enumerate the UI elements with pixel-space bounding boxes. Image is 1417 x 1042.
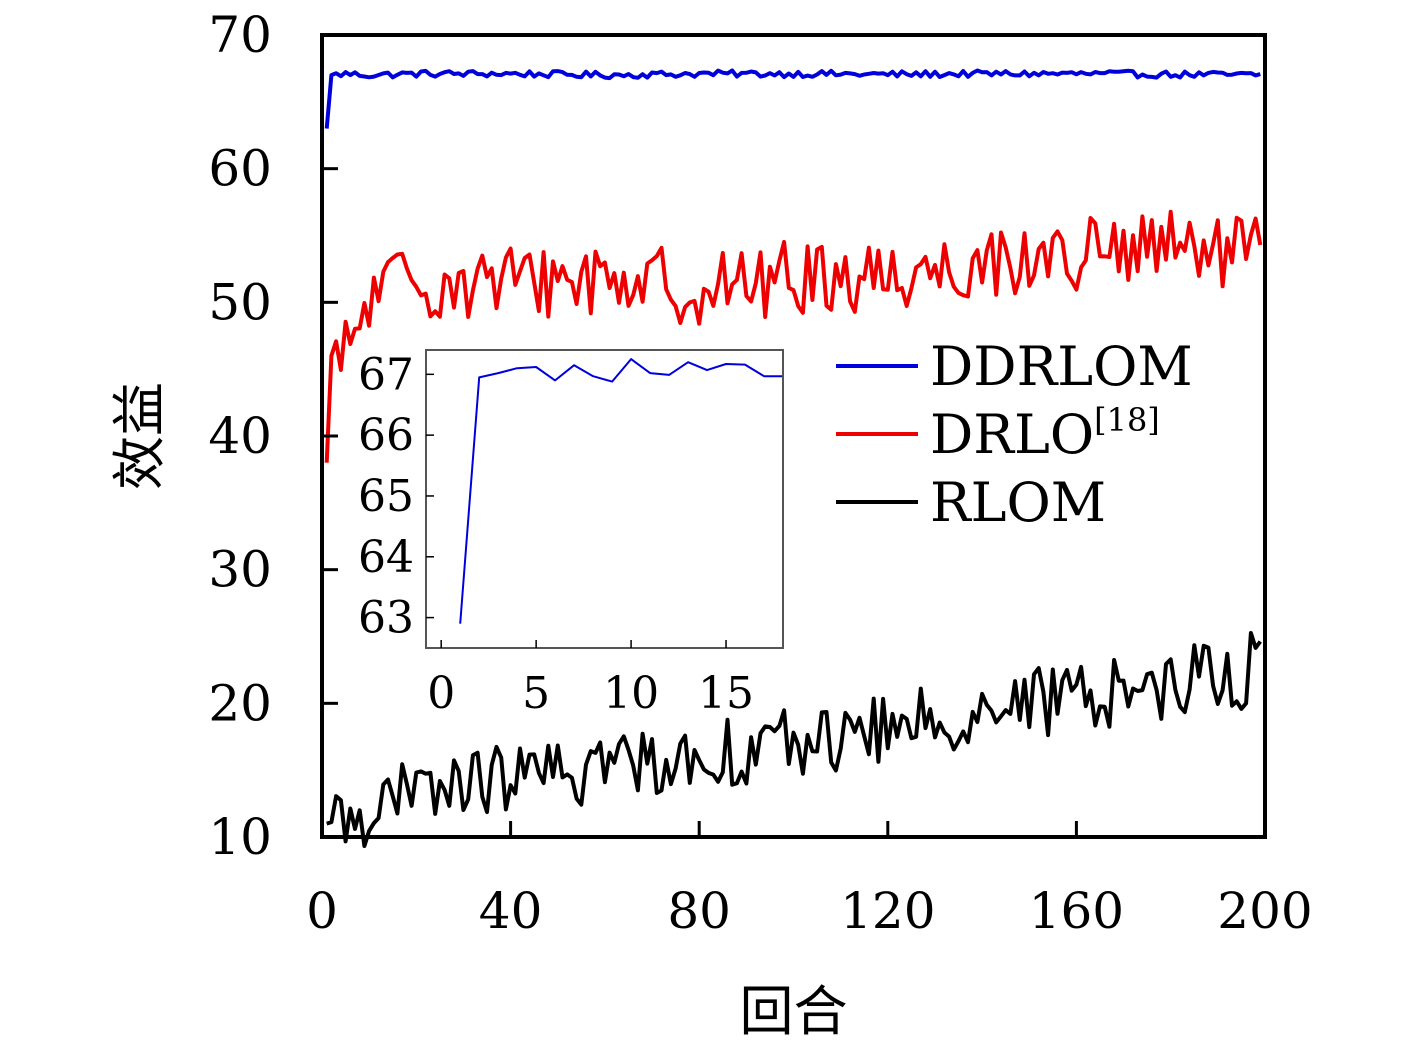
y-tick-label: 40 — [208, 407, 272, 465]
y-tick-label: 10 — [208, 808, 272, 866]
x-tick-label: 120 — [840, 882, 935, 940]
legend-label-drlo: DRLO[18] — [930, 401, 1160, 466]
legend-label-ddrlom: DDRLOM — [930, 335, 1193, 398]
inset-x-tick-label: 10 — [603, 668, 659, 719]
y-tick-label: 20 — [208, 674, 272, 732]
inset-x-tick-label: 0 — [427, 668, 455, 719]
y-axis-title: 效益 — [108, 382, 171, 490]
inset-x-tick-label: 5 — [522, 668, 550, 719]
inset-y-tick-label: 63 — [358, 593, 414, 644]
x-tick-label: 40 — [479, 882, 543, 940]
legend-superscript: [18] — [1094, 401, 1160, 439]
inset-frame — [425, 349, 784, 649]
x-axis-title: 回合 — [740, 980, 848, 1042]
inset-plot: 0 5 10 15 63 64 65 66 67 — [358, 349, 784, 719]
inset-series-line — [459, 358, 783, 624]
inset-y-tick-label: 65 — [358, 471, 414, 522]
series-line-drlo — [324, 209, 1263, 463]
series-line-ddrlom — [324, 68, 1261, 129]
series-line-rlom — [326, 631, 1262, 848]
x-tick-label: 80 — [667, 882, 731, 940]
x-tick-label: 160 — [1029, 882, 1124, 940]
inset-x-tick-label: 15 — [698, 668, 754, 719]
x-tick-label: 200 — [1217, 882, 1312, 940]
x-tick-label: 0 — [306, 882, 338, 940]
y-tick-label: 30 — [208, 541, 272, 599]
inset-y-tick-label: 64 — [358, 532, 414, 583]
y-tick-label: 50 — [208, 273, 272, 331]
y-tick-label: 60 — [208, 140, 272, 198]
inset-y-tick-label: 66 — [358, 410, 414, 461]
legend-label-rlom: RLOM — [930, 471, 1106, 534]
inset-y-tick-label: 67 — [358, 349, 414, 400]
y-tick-label: 70 — [208, 6, 272, 64]
